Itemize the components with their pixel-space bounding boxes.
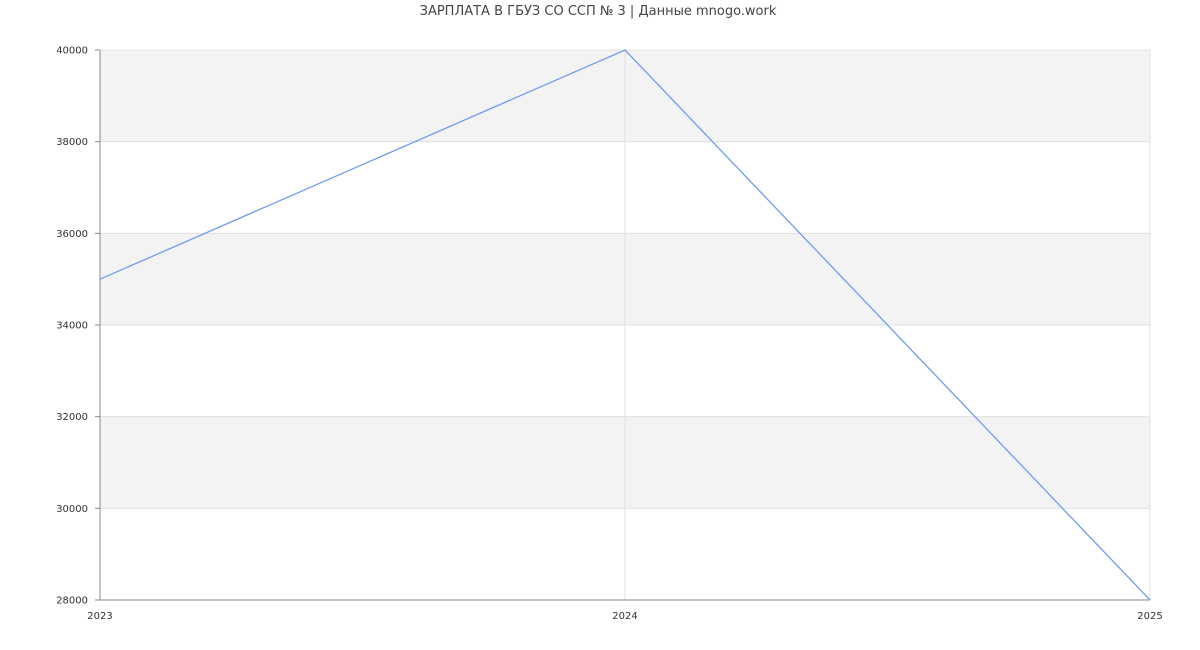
y-tick-label: 34000 (56, 321, 88, 332)
y-tick-label: 40000 (56, 46, 88, 57)
y-tick-label: 38000 (56, 137, 88, 148)
chart-title: ЗАРПЛАТА В ГБУЗ СО ССП № 3 | Данные mnog… (419, 4, 777, 19)
series-line (99, 49, 1151, 601)
x-tick-label: 2024 (612, 611, 637, 622)
y-tick-label: 28000 (56, 596, 88, 607)
x-tick-label: 2023 (87, 611, 112, 622)
y-tick-label: 36000 (56, 229, 88, 240)
y-tick-label: 30000 (56, 504, 88, 515)
y-tick-label: 32000 (56, 412, 88, 423)
x-tick-label: 2025 (1137, 611, 1162, 622)
